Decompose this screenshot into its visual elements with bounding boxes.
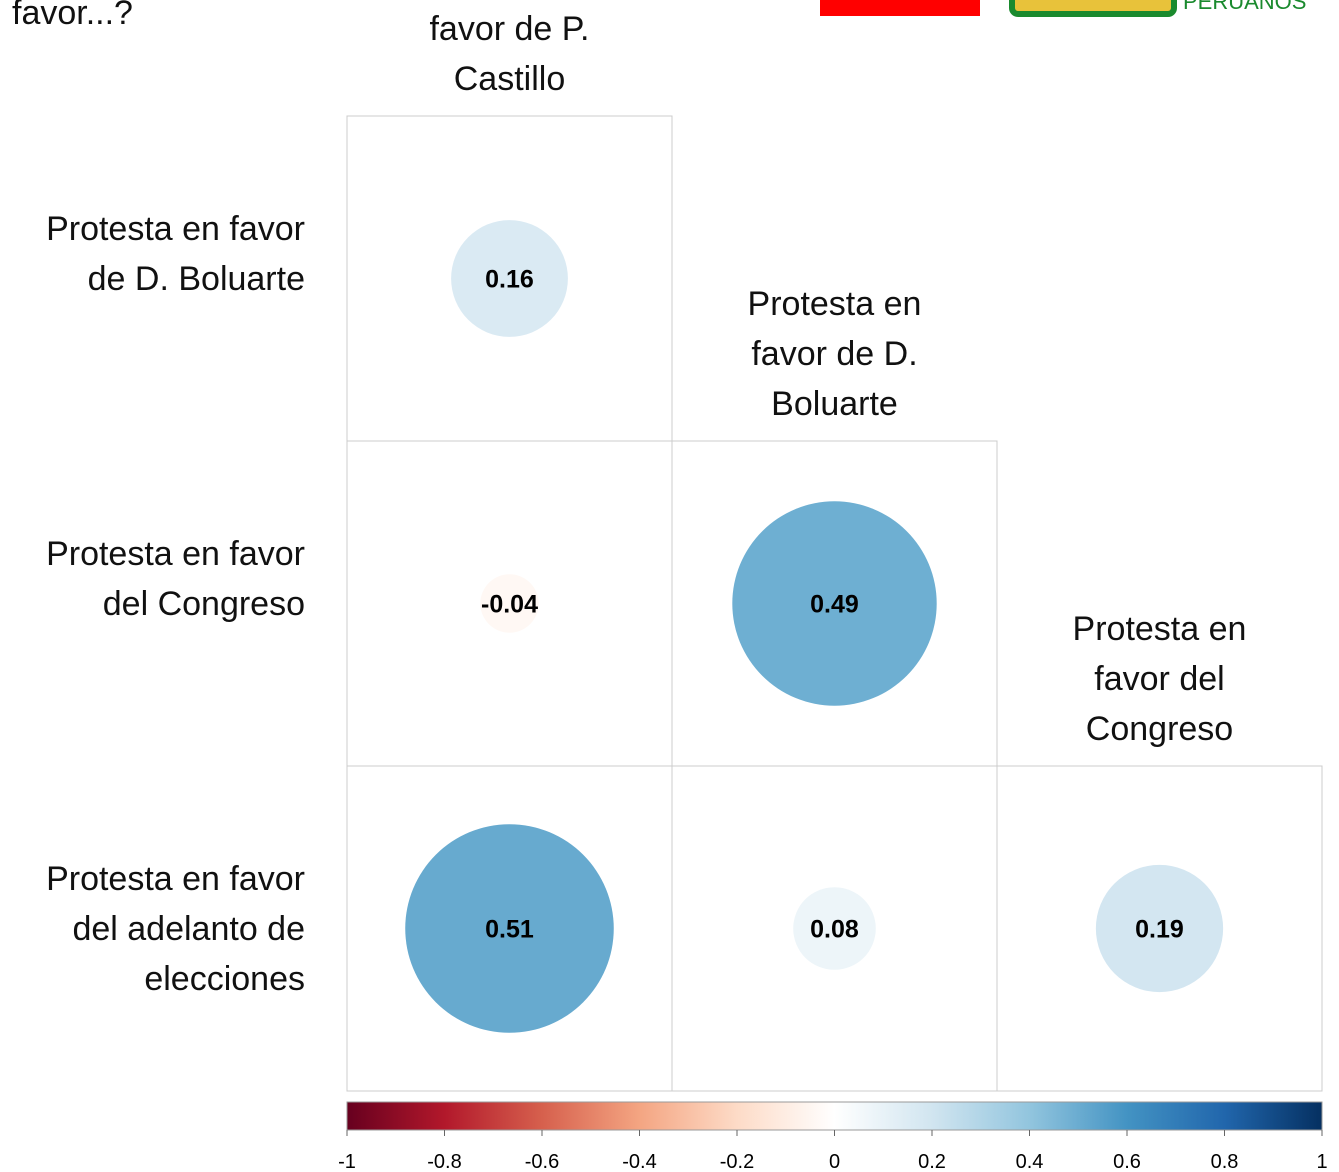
logo-frame <box>1009 0 1177 17</box>
row-label: Protesta en favor del adelanto de elecci… <box>46 859 305 998</box>
colorbar-tick-label: -0.2 <box>720 1151 754 1172</box>
corr-circle <box>1095 864 1224 993</box>
row-label: Protesta en favor de D. Boluarte <box>46 209 305 298</box>
colorbar <box>346 1101 1323 1131</box>
colorbar-tick-label: -0.6 <box>525 1151 559 1172</box>
value-label: 0.49 <box>810 591 859 619</box>
logo-red <box>820 0 980 16</box>
corr-circle <box>405 824 614 1033</box>
colorbar-tick-label: 0.8 <box>1211 1151 1239 1172</box>
header-text: favor...? <box>12 0 133 32</box>
corr-circle <box>793 887 876 970</box>
column-label: Protesta en favor de D. Boluarte <box>747 285 922 423</box>
row-label: Protesta en favor del Congreso <box>46 534 305 623</box>
column-label: Protesta en favor del Congreso <box>1072 610 1247 748</box>
value-label: 0.08 <box>810 916 859 944</box>
corr-circle <box>451 220 568 337</box>
value-label: 0.51 <box>485 916 534 944</box>
cell <box>996 765 1323 1092</box>
colorbar-tick-label: 0 <box>829 1151 840 1172</box>
column-label: Protesta en favor de P. Castillo <box>429 10 590 98</box>
corr-circle <box>480 574 539 633</box>
colorbar-tick-label: 0.6 <box>1113 1151 1141 1172</box>
value-label: -0.04 <box>481 591 538 619</box>
colorbar-tick-label: 0.2 <box>918 1151 946 1172</box>
corr-circle <box>732 501 937 706</box>
colorbar-tick-label: -0.8 <box>427 1151 461 1172</box>
colorbar-tick-label: -0.4 <box>622 1151 656 1172</box>
colorbar-tick-label: -1 <box>338 1151 356 1172</box>
colorbar-tick-label: 0.4 <box>1016 1151 1044 1172</box>
value-label: 0.16 <box>485 266 534 294</box>
colorbar-tick-label: 1 <box>1316 1151 1327 1172</box>
value-label: 0.19 <box>1135 916 1184 944</box>
logo-text: PERUANOS <box>1183 0 1306 14</box>
